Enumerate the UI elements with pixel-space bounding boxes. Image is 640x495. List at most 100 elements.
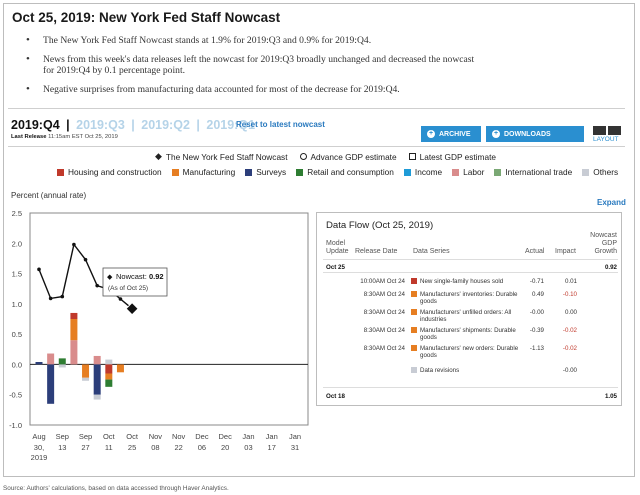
color-swatch [245,168,253,176]
x-tick-label: Dec [195,432,209,441]
summary-bullet: The New York Fed Staff Nowcast stands at… [26,35,486,47]
quarter-tab[interactable]: 2019:Q1 [206,118,256,132]
quarter-tab-active[interactable]: 2019:Q4 [11,118,60,132]
x-tick-label: Oct [126,432,139,441]
legend-item-labor[interactable]: Labor [452,167,484,177]
actual-value: -0.00 [529,309,544,316]
x-tick-label: Jan [242,432,254,441]
release-date: 8:30AM Oct 24 [363,345,405,352]
legend-item-income[interactable]: Income [403,167,442,177]
x-tick-label: 03 [244,443,252,452]
last-release-value: 11:15am EST Oct 25, 2019 [48,134,118,140]
contribution-bar [35,362,43,365]
x-tick-label: 06 [198,443,206,452]
header-data-series: Data Series [413,248,450,255]
impact-value: -0.10 [562,291,577,298]
table-divider [323,259,618,260]
legend-label: International trade [505,167,573,177]
contribution-bar [93,355,101,365]
y-tick-label: 1.5 [12,270,22,279]
y-tick-label: 2.0 [12,239,22,248]
legend-item-trade[interactable]: International trade [494,167,572,177]
series-color-swatch [411,345,417,351]
x-tick-label: 30, [34,443,44,452]
contribution-bar [70,312,78,319]
impact-value: -0.02 [562,327,577,334]
tooltip-sub: (As of Oct 25) [108,285,148,292]
header-impact: Impact [555,248,577,255]
archive-button[interactable]: + ARCHIVE [421,126,481,142]
contribution-bar [105,373,113,380]
summary-bullet: Negative surprises from manufacturing da… [26,84,486,96]
impact-value: -0.00 [562,367,577,374]
color-swatch [452,168,460,176]
release-date: 8:30AM Oct 24 [363,327,405,334]
quarter-tab[interactable]: 2019:Q2 [141,118,190,132]
header-release-date: Release Date [355,248,398,255]
x-tick-label: Sep [79,432,92,441]
header-actual: Actual [525,248,545,255]
actual-value: 0.49 [531,291,544,298]
model-update-date: Oct 18 [326,393,345,400]
x-tick-label: 11 [105,443,113,452]
category-legend: Housing and construction Manufacturing S… [57,167,618,177]
reset-nowcast-link[interactable]: Reset to latest nowcast [236,120,325,129]
x-tick-label: Dec [219,432,233,441]
legend-label: Labor [463,167,485,177]
actual-value: -0.71 [529,278,544,285]
x-year-label: 2019 [31,453,48,462]
contribution-bar [82,377,90,381]
series-color-swatch [411,278,417,284]
release-date: 10:00AM Oct 24 [360,278,405,285]
x-tick-label: 22 [174,443,182,452]
contribution-bar [105,359,113,365]
legend-item-others[interactable]: Others [582,167,618,177]
summary-list: The New York Fed Staff Nowcast stands at… [26,35,486,102]
table-divider [323,272,618,273]
x-tick-label: 17 [268,443,276,452]
contribution-bar [47,364,55,404]
legend-item-advance-gdp[interactable]: Advance GDP estimate [299,151,397,162]
nowcast-tooltip [102,267,168,297]
nowcast-panel [3,3,635,477]
latest-nowcast-marker [125,301,139,316]
x-tick-label: Nov [149,432,163,441]
x-tick-label: 08 [151,443,159,452]
legend-item-latest-gdp[interactable]: Latest GDP estimate [408,151,496,162]
y-tick-label: -0.5 [9,391,22,400]
tooltip-value: 0.92 [149,272,164,281]
nowcast-point [95,283,99,288]
y-tick-label: -1.0 [9,421,22,430]
contribution-bar [93,394,101,400]
square-icon [408,153,416,160]
impact-value: 0.01 [564,278,577,285]
quarter-tab[interactable]: 2019:Q3 [76,118,125,132]
legend-item-retail[interactable]: Retail and consumption [296,167,394,177]
legend-item-manufacturing[interactable]: Manufacturing [171,167,235,177]
release-date: 8:30AM Oct 24 [363,309,405,316]
color-swatch [57,168,64,176]
legend-label: Retail and consumption [307,167,394,177]
nowcast-point [37,267,41,272]
last-release-label: Last Release [11,134,47,140]
legend-item-housing[interactable]: Housing and construction [57,167,162,177]
series-color-swatch [411,327,417,333]
layout-toggle[interactable]: LAYOUT [591,125,624,143]
legend-item-nowcast[interactable]: ◆ The New York Fed Staff Nowcast [155,151,288,162]
expand-link[interactable]: Expand [597,198,626,207]
legend-label: Surveys [256,167,287,177]
summary-bullet: News from this week's data releases left… [26,54,486,77]
y-tick-label: 2.5 [12,209,22,218]
legend-item-surveys[interactable]: Surveys [245,167,286,177]
divider [8,108,625,109]
contribution-bar [47,353,55,365]
x-tick-label: Nov [172,432,186,441]
contribution-bar [93,364,101,395]
downloads-button[interactable]: + DOWNLOADS [486,126,584,142]
series-color-swatch [411,291,417,297]
actual-value: -0.39 [529,327,544,334]
legend-label: Others [593,167,619,177]
y-tick-label: 0.5 [12,330,22,339]
x-tick-label: Jan [289,432,301,441]
series-color-swatch [411,309,417,315]
